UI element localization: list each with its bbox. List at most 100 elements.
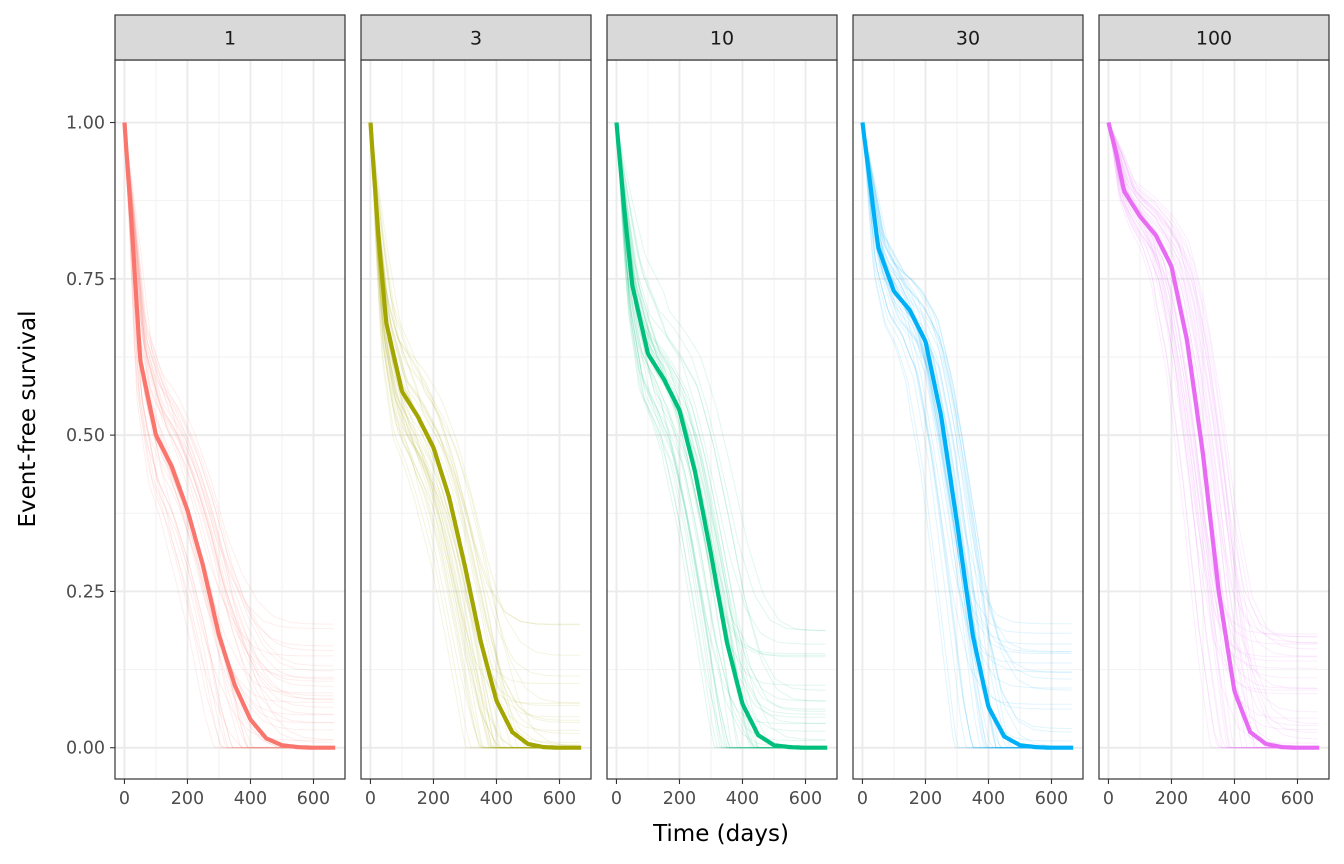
x-tick-label: 400 [480, 789, 513, 809]
simulated-curve [370, 122, 580, 625]
x-tick-label: 400 [726, 789, 759, 809]
simulated-curve [124, 122, 334, 657]
x-tick-label: 0 [119, 789, 130, 809]
simulated-curve [616, 122, 826, 712]
simulated-curve [862, 122, 1072, 673]
x-tick-label: 400 [234, 789, 267, 809]
simulated-curve [1108, 122, 1318, 733]
x-tick-label: 0 [857, 789, 868, 809]
facet-strip [606, 14, 838, 61]
simulated-curve [862, 122, 1072, 729]
x-tick-label: 600 [1035, 789, 1068, 809]
x-tick-label: 200 [417, 789, 450, 809]
facet-panel-3: 3 0 200 400 600 [360, 14, 592, 809]
median-curve-100 [1106, 122, 1321, 750]
simulated-curve [862, 122, 1072, 634]
simulated-curve [862, 122, 1072, 691]
x-tick-label: 200 [663, 789, 696, 809]
simulated-curve [616, 122, 826, 691]
x-tick-label: 600 [543, 789, 576, 809]
x-axis-title: Time (days) [652, 821, 789, 847]
simulated-curve [616, 122, 826, 645]
facet-strip [360, 14, 592, 61]
simulated-curve [370, 122, 580, 626]
simulated-curve [124, 122, 334, 724]
simulated-curve [862, 122, 1072, 747]
simulated-curve [862, 122, 1072, 664]
simulated-curve [616, 122, 826, 632]
simulated-curve [616, 122, 826, 710]
simulated-curve [862, 122, 1072, 652]
simulated-curve [1108, 122, 1318, 657]
simulated-curve [124, 122, 334, 687]
facet-strip [852, 14, 1084, 61]
simulated-curve [124, 122, 334, 700]
simulated-curve [616, 122, 826, 740]
simulated-curve [1108, 122, 1318, 658]
simulated-curve [124, 122, 334, 741]
simulated-curve [1108, 122, 1318, 650]
simulated-curve [370, 122, 580, 734]
facet-strip [1098, 14, 1330, 61]
simulated-curve [124, 122, 334, 625]
simulated-curve [616, 122, 826, 724]
simulated-curve [124, 122, 334, 629]
simulated-curve [862, 122, 1072, 680]
simulated-curve [370, 122, 580, 706]
x-tick-label: 600 [789, 789, 822, 809]
x-tick-label: 0 [611, 789, 622, 809]
simulated-curve [1108, 122, 1318, 637]
x-tick-label: 400 [972, 789, 1005, 809]
simulated-curve [862, 122, 1072, 625]
simulated-curve [370, 122, 580, 704]
simulated-curve [124, 122, 334, 682]
y-axis-title: Event-free survival [15, 311, 41, 528]
simulated-curve [1108, 122, 1318, 635]
simulated-curve [370, 122, 580, 723]
median-curve-10 [614, 122, 829, 750]
x-tick-label: 200 [909, 789, 942, 809]
x-tick-label: 600 [1281, 789, 1314, 809]
simulated-curve [616, 122, 826, 658]
simulated-curve [370, 122, 580, 677]
y-tick-label: 1.00 [66, 114, 105, 134]
x-tick-label: 600 [297, 789, 330, 809]
simulated-curve [370, 122, 580, 656]
x-tick-label: 0 [1103, 789, 1114, 809]
panel-background [607, 60, 837, 779]
simulated-curve [1108, 122, 1318, 727]
y-tick-label: 0.00 [66, 739, 105, 759]
simulated-curve [124, 122, 334, 708]
simulated-curve [370, 122, 580, 747]
facet-panel-1: 1 0 200 400 600 [114, 14, 346, 809]
simulated-curve [1108, 122, 1318, 748]
simulated-curve [616, 122, 826, 725]
panel-background [1099, 60, 1329, 779]
simulated-curve [616, 122, 826, 702]
facet-panel-10: 10 0 200 400 600 [606, 14, 838, 809]
median-curve-3 [368, 122, 583, 750]
y-tick-label: 0.50 [66, 426, 105, 446]
panel-background [361, 60, 591, 779]
median-curve-1 [122, 122, 337, 750]
x-tick-label: 400 [1218, 789, 1251, 809]
simulated-curve [124, 122, 334, 701]
simulated-curve [124, 122, 334, 715]
simulated-curve [124, 122, 334, 694]
simulated-curve [124, 122, 334, 744]
simulated-curve [1108, 122, 1318, 691]
simulated-curve [1108, 122, 1318, 713]
simulated-curve [124, 122, 334, 680]
simulated-curve [370, 122, 580, 746]
simulated-curve [1108, 122, 1318, 725]
simulated-curve [1108, 122, 1318, 644]
facet-strip-label: 100 [1196, 28, 1232, 50]
panel-background [853, 60, 1083, 779]
simulated-curve [616, 122, 826, 741]
simulated-curve [862, 122, 1072, 733]
simulated-curve [616, 122, 826, 715]
simulated-curve [124, 122, 334, 678]
simulated-curve [1108, 122, 1318, 740]
x-tick-label: 0 [365, 789, 376, 809]
